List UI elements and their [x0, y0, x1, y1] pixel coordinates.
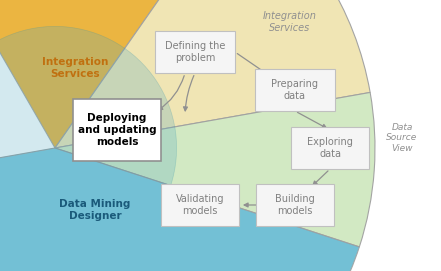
Text: Validating
models: Validating models	[176, 194, 224, 216]
FancyBboxPatch shape	[155, 31, 235, 73]
Wedge shape	[0, 0, 239, 148]
Wedge shape	[0, 148, 359, 271]
FancyBboxPatch shape	[255, 69, 335, 111]
Text: Integration
Services: Integration Services	[263, 11, 317, 33]
Wedge shape	[0, 26, 176, 186]
Wedge shape	[55, 92, 375, 247]
Text: Integration
Services: Integration Services	[42, 57, 108, 79]
FancyBboxPatch shape	[256, 184, 334, 226]
Text: Building
models: Building models	[275, 194, 315, 216]
Text: Preparing
data: Preparing data	[272, 79, 318, 101]
Text: Defining the
problem: Defining the problem	[165, 41, 225, 63]
Text: Data
Source
View: Data Source View	[386, 123, 418, 153]
FancyBboxPatch shape	[73, 99, 161, 161]
FancyBboxPatch shape	[291, 127, 369, 169]
Wedge shape	[55, 0, 370, 148]
FancyBboxPatch shape	[161, 184, 239, 226]
Text: Deploying
and updating
models: Deploying and updating models	[78, 113, 156, 147]
Text: Exploring
data: Exploring data	[307, 137, 353, 159]
Text: Data Mining
Designer: Data Mining Designer	[59, 199, 131, 221]
